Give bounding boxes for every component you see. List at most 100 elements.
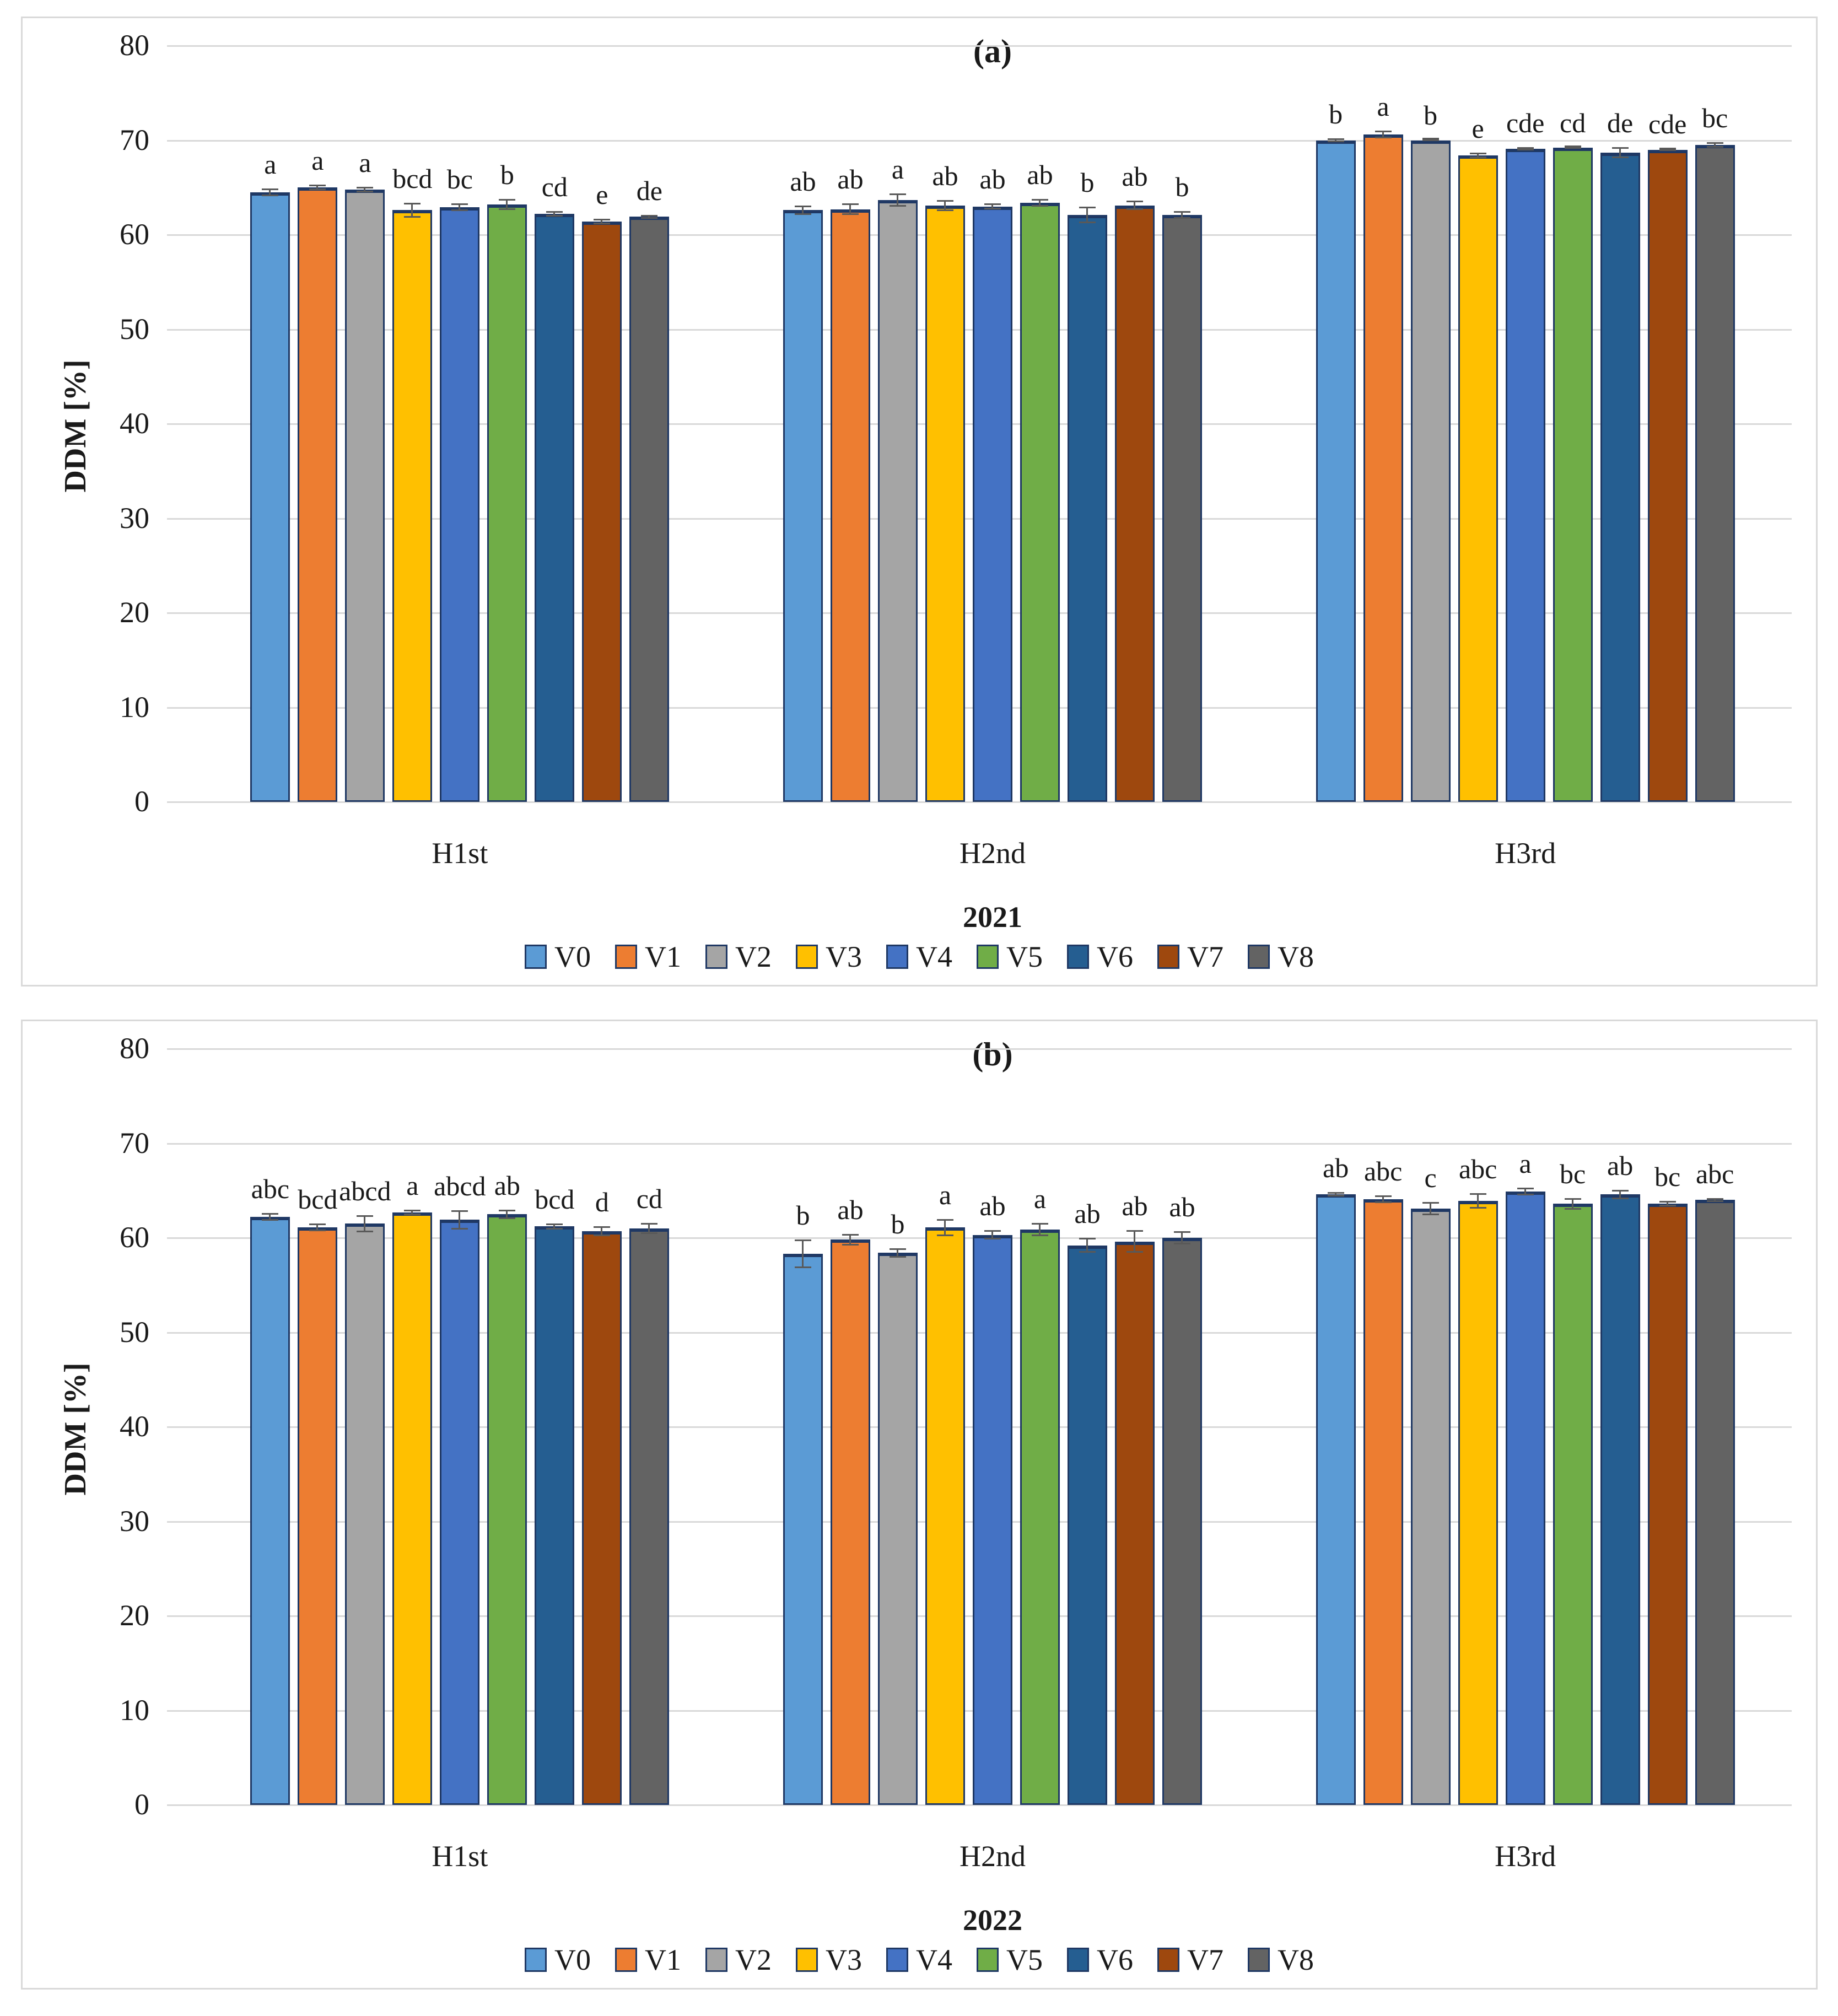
error-bar-part — [506, 198, 508, 211]
error-bar-part — [1619, 1189, 1621, 1199]
error-bar-H1st-V5 — [499, 1209, 516, 1219]
error-bar-part — [364, 186, 366, 192]
significance-letter-H3rd-V1: a — [1377, 91, 1389, 122]
error-bar-part — [1659, 149, 1676, 152]
significance-letter-H1st-V0: a — [264, 148, 277, 180]
error-bar-part — [991, 1230, 993, 1240]
error-bar-H2nd-V7 — [1126, 201, 1143, 211]
error-bar-part — [316, 185, 319, 191]
error-bar-part — [1611, 157, 1629, 159]
error-bar-part — [309, 188, 326, 191]
bar-H3rd-V1 — [1363, 134, 1403, 802]
error-bar-part — [1181, 211, 1183, 219]
bar-H1st-V4 — [440, 1220, 480, 1805]
error-bar-part — [1564, 145, 1581, 147]
legend-swatch-V4 — [886, 945, 908, 969]
legend-swatch-V1 — [615, 1948, 637, 1972]
bar-H1st-V5 — [487, 204, 527, 802]
legend-swatch-V3 — [796, 1948, 818, 1972]
legend-label-V6: V6 — [1097, 940, 1133, 973]
error-bar-part — [984, 207, 1001, 209]
bar-H1st-V6 — [535, 1226, 575, 1805]
x-category-H1st: H1st — [432, 837, 488, 870]
y-tick-80: 80 — [120, 1032, 149, 1065]
y-tick-40: 40 — [120, 407, 149, 440]
error-bar-part — [1382, 131, 1384, 139]
error-bar-part — [499, 1217, 516, 1219]
significance-letter-H3rd-V4: a — [1519, 1148, 1532, 1179]
error-bar-part — [944, 200, 946, 212]
legend-label-V2: V2 — [735, 1943, 772, 1976]
error-bar-part — [1706, 1200, 1723, 1202]
error-bar-part — [459, 1210, 461, 1230]
bar-H3rd-V8 — [1695, 1200, 1735, 1805]
error-bar-part — [937, 1219, 953, 1221]
bar-H2nd-V4 — [973, 206, 1012, 802]
significance-letter-H1st-V2: abcd — [339, 1175, 391, 1206]
legend-label-V7: V7 — [1187, 940, 1223, 973]
error-bar-part — [546, 1227, 563, 1230]
legend-item-V8: V8 — [1248, 940, 1314, 974]
legend-swatch-V0 — [525, 1948, 547, 1972]
significance-letter-H2nd-V0: ab — [790, 165, 816, 197]
error-bar-part — [309, 1230, 326, 1231]
error-bar-H1st-V1 — [309, 1223, 326, 1231]
bar-H3rd-V4 — [1505, 1191, 1545, 1805]
error-bar-part — [1174, 1243, 1190, 1245]
error-bar-part — [1713, 1198, 1716, 1202]
error-bar-part — [1079, 206, 1096, 208]
legend-swatch-V0 — [525, 945, 547, 969]
error-bar-part — [842, 213, 859, 215]
legend-item-V4: V4 — [886, 940, 952, 974]
legend-swatch-V4 — [886, 1948, 908, 1972]
error-bar-part — [451, 1227, 468, 1230]
error-bar-part — [309, 185, 326, 187]
error-bar-part — [546, 211, 563, 213]
bar-H2nd-V7 — [1115, 1241, 1155, 1805]
error-bar-part — [601, 1226, 603, 1236]
error-bar-part — [991, 203, 993, 209]
error-bar-H1st-V8 — [641, 1222, 658, 1235]
significance-letter-H2nd-V1: ab — [837, 1194, 864, 1226]
legend-label-V5: V5 — [1006, 1943, 1043, 1976]
y-tick-20: 20 — [120, 1599, 149, 1632]
error-bar-H2nd-V1 — [842, 1234, 859, 1246]
gridline-0 — [167, 801, 1792, 803]
gridline-70 — [167, 1142, 1792, 1145]
bar-H1st-V1 — [298, 1227, 338, 1805]
legend-item-V6: V6 — [1067, 1943, 1133, 1977]
bar-H2nd-V3 — [925, 1227, 965, 1805]
bar-H2nd-V5 — [1020, 202, 1060, 802]
error-bar-part — [1375, 1201, 1392, 1203]
error-bar-H2nd-V1 — [842, 203, 859, 215]
error-bar-H1st-V6 — [546, 211, 563, 217]
error-bar-part — [404, 216, 421, 218]
legend-item-V0: V0 — [525, 1943, 591, 1977]
significance-letter-H3rd-V2: b — [1424, 99, 1438, 131]
bar-H1st-V7 — [582, 222, 622, 802]
error-bar-part — [357, 186, 374, 188]
y-tick-0: 0 — [134, 1788, 149, 1821]
significance-letter-H3rd-V0: b — [1329, 99, 1343, 130]
error-bar-H1st-V7 — [594, 218, 611, 225]
legend-label-V3: V3 — [826, 1943, 862, 1976]
legend-label-V0: V0 — [554, 940, 591, 973]
error-bar-H3rd-V1 — [1375, 131, 1392, 139]
error-bar-H3rd-V6 — [1611, 147, 1629, 159]
error-bar-part — [1126, 1230, 1143, 1232]
error-bar-part — [1334, 138, 1336, 142]
error-bar-part — [1174, 211, 1190, 213]
error-bar-part — [546, 215, 563, 217]
bar-H1st-V0 — [250, 192, 290, 802]
error-bar-part — [849, 203, 851, 215]
bar-H2nd-V3 — [925, 205, 965, 802]
bar-H1st-V7 — [582, 1231, 622, 1805]
y-tick-20: 20 — [120, 596, 149, 629]
error-bar-part — [795, 1239, 811, 1242]
bar-H1st-V8 — [629, 1228, 670, 1805]
bar-H2nd-V1 — [831, 1239, 870, 1805]
legend-label-V6: V6 — [1097, 1943, 1133, 1976]
error-bar-part — [802, 1239, 804, 1268]
legend-item-V1: V1 — [615, 1943, 681, 1977]
error-bar-part — [1422, 1213, 1439, 1215]
